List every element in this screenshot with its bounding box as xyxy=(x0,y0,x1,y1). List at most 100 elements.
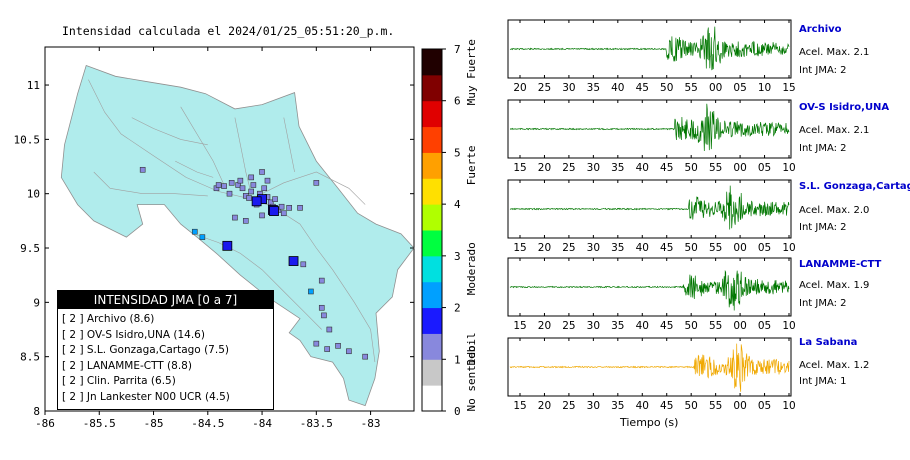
legend-item: [ 2 ] S.L. Gonzaga,Cartago (7.5) xyxy=(62,344,229,356)
station-marker xyxy=(215,182,222,188)
scale-tick-label: 5 xyxy=(454,146,461,159)
road-line xyxy=(88,79,252,200)
trace-tick-label: 45 xyxy=(636,82,649,94)
station-marker xyxy=(199,234,206,240)
station-marker xyxy=(250,182,257,188)
trace-tick-label: 30 xyxy=(587,242,600,254)
station-marker-main xyxy=(269,206,279,216)
trace-tick-label: 15 xyxy=(513,400,526,412)
station-marker xyxy=(246,195,252,201)
station-int-lasabana: Int JMA: 1 xyxy=(799,376,847,387)
legend: INTENSIDAD JMA [0 a 7] [ 2 ] Archivo (8.… xyxy=(57,290,274,410)
road-line xyxy=(175,160,214,178)
road-line xyxy=(180,106,225,186)
road-line xyxy=(196,234,322,330)
scale-segment xyxy=(422,152,442,179)
scale-tick-label: 0 xyxy=(454,405,461,418)
trace-tick-label: 10 xyxy=(782,162,795,174)
scale-tick-label: 2 xyxy=(454,302,461,315)
legend-item: [ 2 ] Jn Lankester N00 UCR (4.5) xyxy=(62,390,230,403)
trace-tick-label: 05 xyxy=(758,320,771,332)
station-name-ovsisidro: OV-S Isidro,UNA xyxy=(799,102,890,113)
trace-tick-label: 10 xyxy=(758,82,771,94)
trace-tick-label: 05 xyxy=(733,82,746,94)
y-tick-label: 10.5 xyxy=(14,133,41,146)
scale-segment xyxy=(422,307,442,334)
station-name-gonzaga: S.L. Gonzaga,Cartago xyxy=(799,181,910,192)
trace-tick-label: 40 xyxy=(636,162,649,174)
station-marker xyxy=(248,188,255,195)
scale-frame xyxy=(421,48,443,412)
scale-segment xyxy=(422,204,442,231)
trace-tick-label: 20 xyxy=(538,242,551,254)
trace-waveform xyxy=(509,343,790,392)
trace-tick-label: 55 xyxy=(709,242,722,254)
trace-tick-label: 00 xyxy=(733,162,746,174)
legend-item: [ 2 ] Archivo (8.6) xyxy=(62,313,155,325)
trace-tick-label: 50 xyxy=(684,320,697,332)
trace-waveform xyxy=(509,269,790,311)
trace-panel: 15 20 25 30 35 40 45 50 55 00 05 10 xyxy=(507,179,796,254)
x-tick-label: -83 xyxy=(361,417,381,430)
x-tick-label: -86 xyxy=(35,417,55,430)
station-acc-gonzaga: Acel. Max. 2.0 xyxy=(799,205,870,216)
scale-tick-label: 7 xyxy=(454,43,461,56)
scale-segment xyxy=(422,230,442,257)
trace-tick-label: 05 xyxy=(758,162,771,174)
station-marker-main xyxy=(288,256,299,266)
trace-tick-label: 00 xyxy=(733,400,746,412)
station-int-archivo: Int JMA: 2 xyxy=(799,65,847,76)
trace-tick-label: 40 xyxy=(636,242,649,254)
station-name-lasabana: La Sabana xyxy=(799,337,858,348)
scale-segment xyxy=(422,74,442,102)
x-tick-label: -84 xyxy=(252,417,272,430)
legend-item: [ 2 ] LANAMME-CTT (8.8) xyxy=(62,359,192,372)
trace-panel: 15 20 25 30 35 40 45 50 55 00 05 10 xyxy=(507,257,796,332)
station-name-archivo: Archivo xyxy=(799,24,842,35)
scale-tick-label: 4 xyxy=(454,198,461,211)
scale-segment xyxy=(422,49,442,76)
traces-xlabel: Tiempo (s) xyxy=(620,416,679,429)
trace-waveform xyxy=(509,26,790,71)
station-marker xyxy=(326,326,333,333)
trace-panel: 20 25 30 35 40 45 50 55 00 05 10 15 xyxy=(507,19,796,94)
trace-tick-label: 10 xyxy=(782,242,795,254)
scale-tick-label: 1 xyxy=(454,353,461,366)
trace-tick-label: 15 xyxy=(513,242,526,254)
x-tick-label: -84.5 xyxy=(191,417,224,430)
station-marker xyxy=(232,214,238,221)
trace-waveform xyxy=(509,103,790,152)
trace-tick-label: 05 xyxy=(758,400,771,412)
station-marker-main xyxy=(251,196,262,207)
trace-tick-label: 40 xyxy=(636,400,649,412)
trace-tick-label: 35 xyxy=(611,242,624,254)
trace-tick-label: 00 xyxy=(733,320,746,332)
station-marker xyxy=(264,177,271,184)
trace-tick-label: 30 xyxy=(587,162,600,174)
station-marker xyxy=(237,177,244,184)
trace-tick-label: 20 xyxy=(538,400,551,412)
trace-tick-label: 40 xyxy=(611,82,624,94)
y-tick-label: 11 xyxy=(27,79,40,92)
trace-tick-label: 35 xyxy=(611,162,624,174)
station-marker xyxy=(346,348,352,355)
trace-tick-label: 45 xyxy=(660,400,673,412)
station-int-lanamme: Int JMA: 2 xyxy=(799,298,847,309)
station-marker xyxy=(313,180,320,186)
station-marker xyxy=(259,212,265,219)
legend-item: [ 2 ] Clin. Parrita (6.5) xyxy=(62,375,176,387)
station-acc-ovsisidro: Acel. Max. 2.1 xyxy=(799,125,870,136)
scale-segment xyxy=(422,385,442,412)
station-marker xyxy=(272,196,278,202)
trace-tick-label: 20 xyxy=(513,82,526,94)
trace-tick-label: 40 xyxy=(636,320,649,332)
scale-label: Muy Fuerte xyxy=(465,39,478,105)
x-tick-label: -85.5 xyxy=(83,417,116,430)
trace-tick-label: 30 xyxy=(587,400,600,412)
scale-label: Fuerte xyxy=(465,145,478,185)
station-marker xyxy=(221,183,227,189)
scale-segment xyxy=(422,100,442,128)
scale-label: Debil xyxy=(465,332,478,365)
station-marker xyxy=(286,205,292,211)
